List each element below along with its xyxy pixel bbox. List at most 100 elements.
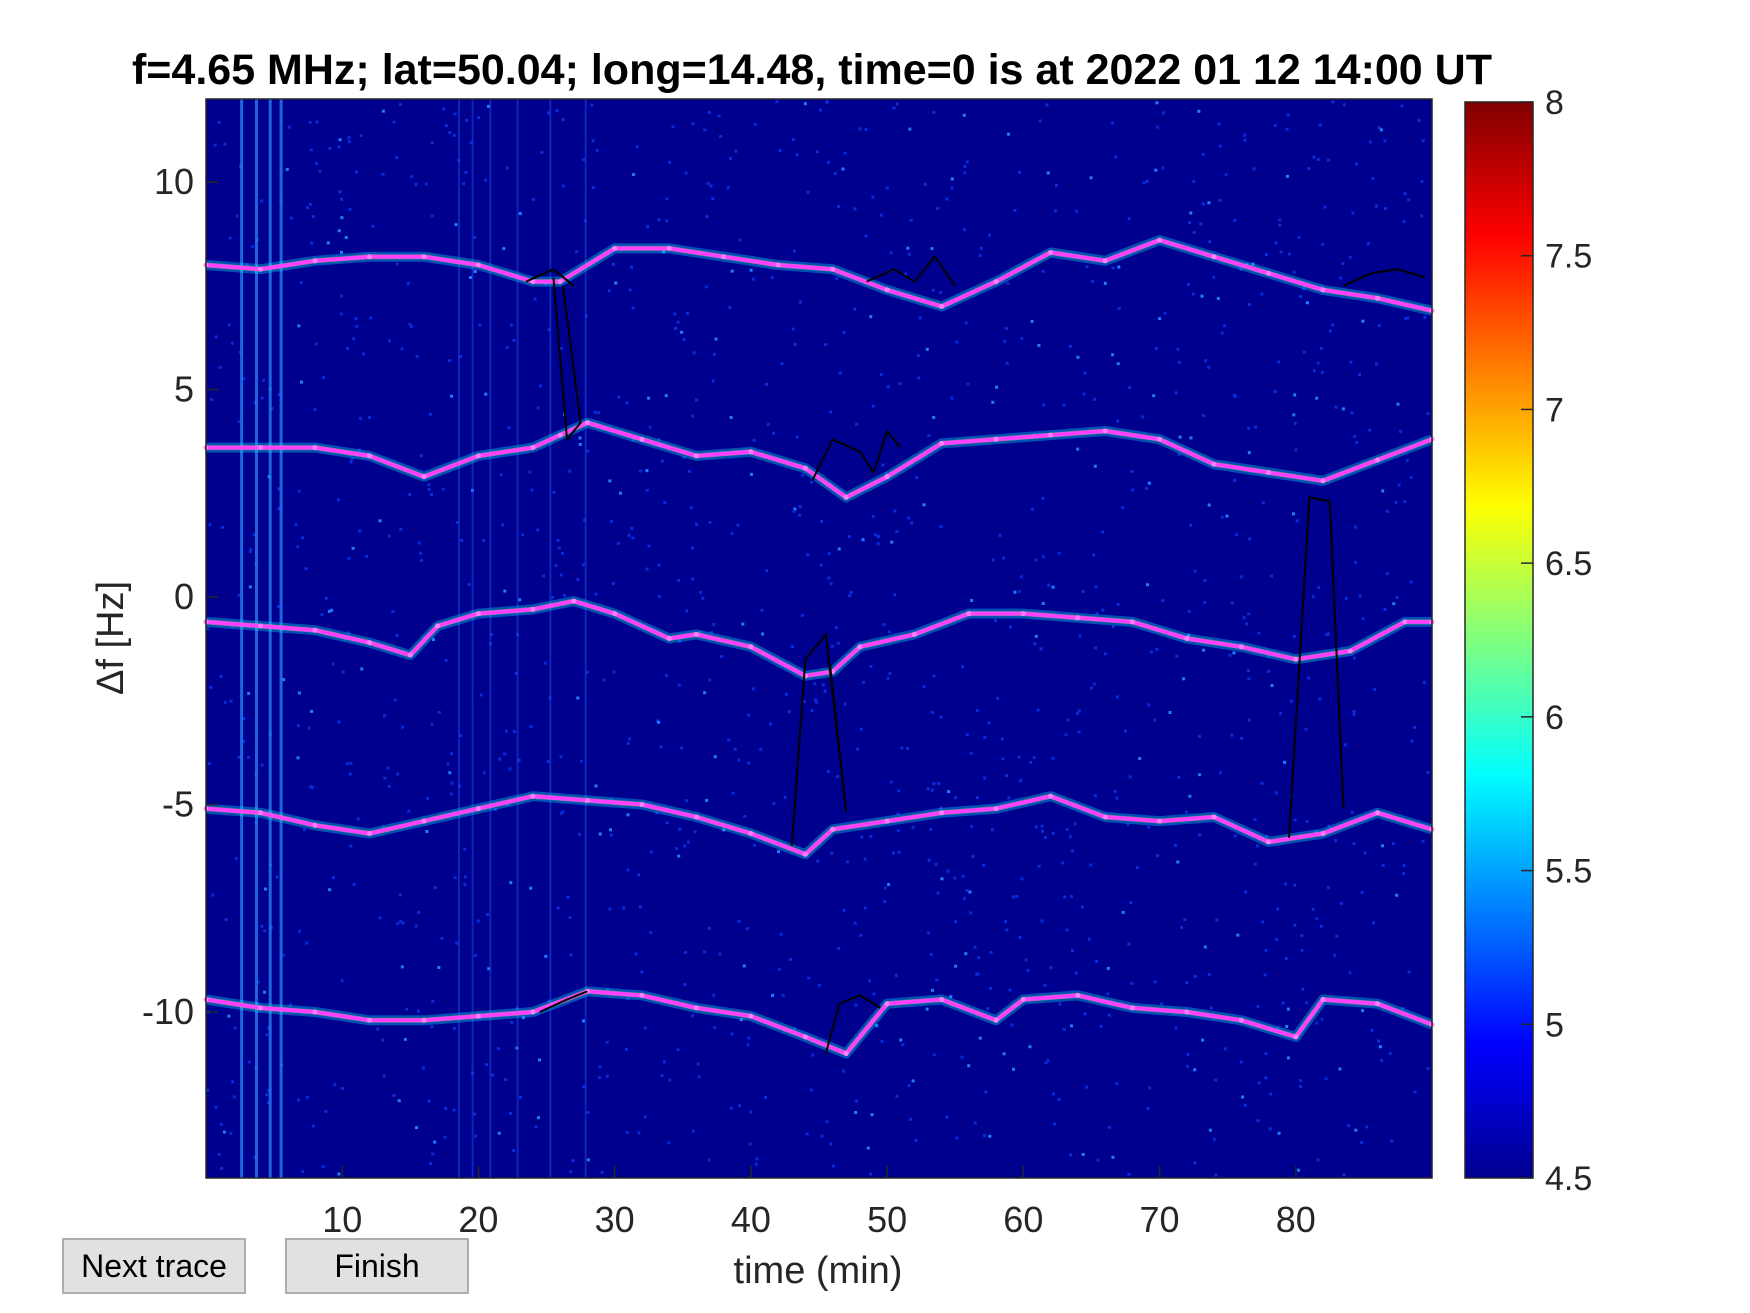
manual-trace-layer xyxy=(525,255,1426,1054)
noise-pixel xyxy=(496,1047,500,1051)
noise-pixel xyxy=(752,438,756,442)
noise-pixel xyxy=(855,422,858,426)
noise-pixel xyxy=(788,958,792,961)
x-tick-label: 50 xyxy=(867,1199,907,1240)
noise-pixel xyxy=(707,926,711,930)
noise-pixel xyxy=(1350,810,1354,814)
noise-pixel xyxy=(1146,1106,1150,1110)
noise-pixel xyxy=(991,828,994,832)
noise-pixel xyxy=(1201,202,1205,206)
noise-pixel xyxy=(1034,825,1038,829)
noise-pixel xyxy=(979,246,983,250)
noise-pixel xyxy=(1083,371,1087,375)
noise-pixel xyxy=(298,929,301,933)
noise-pixel xyxy=(281,953,285,957)
noise-pixel xyxy=(897,850,901,854)
noise-pixel xyxy=(1046,1059,1050,1062)
noise-pixel xyxy=(559,755,563,759)
noise-pixel xyxy=(932,782,936,786)
noise-pixel xyxy=(1401,1006,1405,1010)
noise-pixel xyxy=(507,426,511,430)
noise-pixel xyxy=(583,219,587,223)
noise-pixel xyxy=(1117,265,1121,269)
noise-pixel xyxy=(926,787,930,791)
finish-button[interactable]: Finish xyxy=(285,1238,469,1294)
noise-pixel xyxy=(1081,1153,1085,1156)
manual-trace-segment xyxy=(790,631,848,847)
noise-pixel xyxy=(210,398,214,402)
trace-point xyxy=(1048,793,1054,799)
noise-pixel xyxy=(340,216,344,220)
noise-pixel xyxy=(387,534,391,538)
trace-point xyxy=(639,436,645,442)
noise-pixel xyxy=(563,594,566,597)
next-trace-button[interactable]: Next trace xyxy=(62,1238,246,1294)
trace-point xyxy=(475,453,481,459)
noise-pixel xyxy=(386,766,390,770)
noise-pixel xyxy=(930,247,934,251)
noise-pixel xyxy=(801,473,805,477)
noise-pixel xyxy=(1020,877,1024,881)
noise-pixel xyxy=(1197,109,1201,113)
noise-pixel xyxy=(578,443,582,446)
noise-pixel xyxy=(1034,634,1038,638)
trace-point xyxy=(802,465,808,471)
noise-pixel xyxy=(728,305,732,309)
noise-pixel xyxy=(742,964,746,968)
noise-pixel xyxy=(1192,179,1196,183)
noise-pixel xyxy=(260,199,264,203)
noise-pixel xyxy=(777,850,780,854)
noise-pixel xyxy=(1299,295,1302,298)
trace-point xyxy=(1347,648,1353,654)
noise-pixel xyxy=(1426,412,1430,416)
noise-pixel xyxy=(885,186,889,190)
noise-pixel xyxy=(1341,407,1345,411)
noise-pixel xyxy=(1161,166,1165,170)
noise-pixel xyxy=(973,945,977,949)
noise-pixel xyxy=(896,812,900,816)
noise-pixel xyxy=(855,1099,859,1103)
noise-pixel xyxy=(1076,711,1079,715)
trace-point xyxy=(258,1005,263,1011)
noise-pixel xyxy=(1078,634,1082,638)
noise-pixel xyxy=(914,1138,918,1142)
noise-pixel xyxy=(1270,684,1274,687)
trace-point xyxy=(639,802,645,807)
noise-pixel xyxy=(561,118,565,122)
noise-pixel xyxy=(296,756,300,760)
trace-point xyxy=(666,636,672,641)
noise-pixel xyxy=(616,541,620,545)
noise-pixel xyxy=(1040,919,1044,923)
noise-pixel xyxy=(659,745,663,749)
trace-point xyxy=(1375,1001,1380,1007)
noise-pixel xyxy=(683,844,687,848)
noise-pixel xyxy=(333,1083,337,1087)
noise-pixel xyxy=(998,533,1002,537)
noise-pixel xyxy=(1064,733,1068,737)
noise-pixel xyxy=(676,1048,680,1052)
noise-pixel xyxy=(491,1073,494,1077)
noise-pixel xyxy=(682,338,686,341)
noise-pixel xyxy=(660,1074,664,1078)
noise-pixel xyxy=(1219,771,1222,775)
noise-pixel xyxy=(842,331,846,334)
noise-pixel xyxy=(301,536,304,540)
noise-pixel xyxy=(978,1036,982,1040)
noise-pixel xyxy=(1299,1079,1303,1083)
noise-pixel xyxy=(340,979,344,983)
noise-pixel xyxy=(584,314,588,318)
trace-point xyxy=(939,304,945,309)
noise-pixel xyxy=(455,941,459,945)
noise-pixel xyxy=(311,215,315,219)
noise-pixel xyxy=(1224,173,1228,177)
noise-pixel xyxy=(401,725,404,729)
noise-pixel xyxy=(531,197,535,201)
trace-point xyxy=(993,1017,999,1023)
noise-pixel xyxy=(1246,669,1250,673)
trace-point xyxy=(721,254,727,260)
noise-pixel xyxy=(657,438,661,441)
noise-pixel xyxy=(391,610,395,614)
noise-pixel xyxy=(450,752,453,756)
noise-pixel xyxy=(1178,435,1182,439)
noise-pixel xyxy=(437,711,441,714)
